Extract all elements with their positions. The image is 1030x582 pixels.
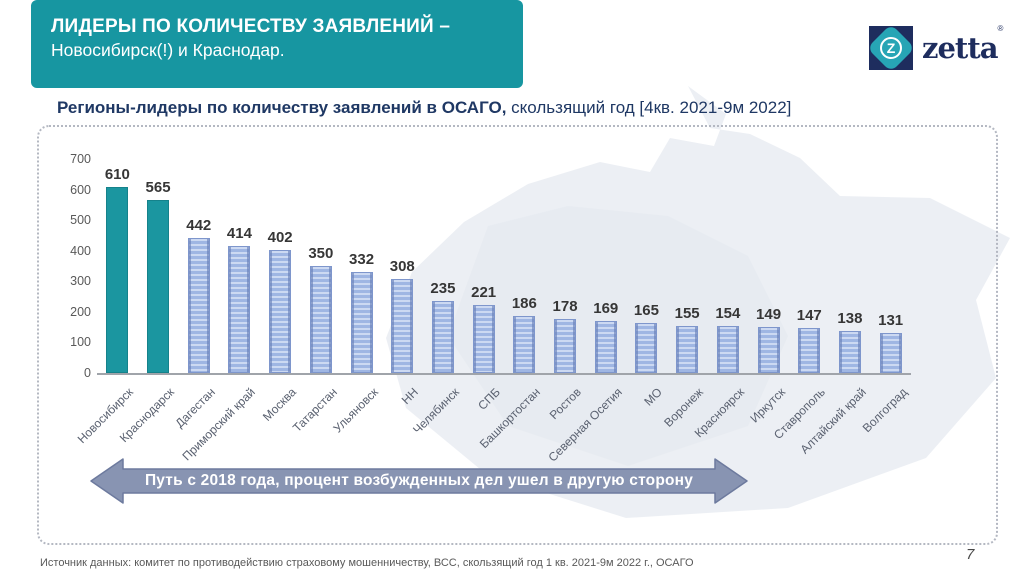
- y-axis-tick-label: 300: [70, 274, 91, 289]
- data-source-note: Источник данных: комитет по противодейст…: [40, 557, 694, 569]
- y-axis-tick-label: 0: [84, 366, 91, 380]
- bar-value-label: 149: [756, 306, 782, 324]
- bar: [676, 325, 699, 373]
- bar-value-label: 414: [226, 225, 252, 243]
- bar-value-label: 155: [674, 304, 700, 322]
- bar-value-label: 138: [837, 309, 863, 327]
- plot-area: 0 100 200 300 400 500 600 700 610 Новосибирск 565 К…: [39, 127, 996, 543]
- bar: [431, 301, 454, 373]
- bar: [513, 316, 536, 373]
- double-arrow-icon: [90, 458, 748, 504]
- bar-value-label: 610: [104, 165, 130, 183]
- bar: [879, 332, 902, 373]
- chart-heading-regular: скользящий год [4кв. 2021-9м 2022]: [506, 98, 792, 117]
- bar-value-label: 350: [308, 245, 334, 262]
- logo-wordmark: zetta®: [922, 24, 1003, 65]
- bar-value-label: 147: [796, 307, 822, 325]
- bar-value-label: 165: [633, 301, 659, 319]
- slide-title-block: ЛИДЕРЫ ПО КОЛИЧЕСТВУ ЗАЯВЛЕНИЙ – Новосиб…: [31, 0, 523, 88]
- page-number: 7: [966, 546, 975, 563]
- bar-value-label: 186: [511, 295, 537, 313]
- bar: [635, 322, 658, 373]
- bar: [350, 271, 373, 373]
- bar-highlighted: [147, 200, 170, 373]
- banner-text: Путь с 2018 года, процент возбужденных д…: [144, 472, 694, 489]
- logo-letter: Z: [880, 37, 902, 59]
- y-axis-tick-label: 100: [70, 335, 91, 350]
- russia-map-background: [386, 86, 1010, 518]
- bar: [798, 328, 821, 373]
- bar-value-label: 332: [349, 250, 375, 268]
- bar: [594, 321, 617, 373]
- bar: [716, 325, 739, 373]
- bar-value-label: 442: [186, 216, 212, 234]
- chart-heading-bold: Регионы-лидеры по количеству заявлений в…: [57, 98, 507, 117]
- bar-value-label: 154: [715, 304, 741, 322]
- slide-subtitle: Новосибирск(!) и Краснодар.: [51, 39, 285, 60]
- logo-brand-text: zetta: [922, 30, 999, 65]
- y-axis-tick-label: 400: [70, 243, 91, 258]
- y-axis-tick-label: 500: [70, 213, 91, 228]
- bar-value-label: 402: [267, 229, 293, 247]
- y-axis-tick-label: 600: [70, 182, 91, 197]
- bar: [554, 318, 577, 373]
- bar-value-label: 178: [552, 297, 578, 315]
- chart-heading: Регионы-лидеры по количеству заявлений в…: [57, 98, 791, 118]
- bar: [472, 305, 495, 373]
- x-axis-line: [97, 373, 911, 375]
- bar: [228, 246, 251, 373]
- bar-value-label: 308: [389, 257, 415, 275]
- registered-trademark-icon: ®: [997, 23, 1004, 33]
- y-axis-tick-label: 200: [70, 304, 91, 319]
- bar: [187, 237, 210, 373]
- trend-arrow-banner: Путь с 2018 года, процент возбужденных д…: [89, 457, 749, 505]
- bar: [269, 250, 292, 373]
- zetta-logo: Z zetta®: [869, 24, 1003, 70]
- bar: [309, 266, 332, 373]
- bar: [391, 278, 414, 373]
- bar-value-label: 235: [430, 280, 456, 298]
- bar-value-label: 131: [878, 311, 904, 329]
- bar: [757, 327, 780, 373]
- y-axis-tick-label: 700: [70, 152, 91, 166]
- chart-container: 0 100 200 300 400 500 600 700 610 Новосибирск 565 К…: [37, 125, 998, 545]
- bar-value-label: 169: [593, 300, 619, 318]
- bar: [838, 330, 861, 373]
- bar-highlighted: [106, 186, 129, 373]
- bar-value-label: 565: [145, 179, 171, 197]
- bar-value-label: 221: [471, 284, 497, 302]
- slide-title: ЛИДЕРЫ ПО КОЛИЧЕСТВУ ЗАЯВЛЕНИЙ –: [51, 16, 451, 37]
- zetta-logo-icon: Z: [869, 26, 913, 70]
